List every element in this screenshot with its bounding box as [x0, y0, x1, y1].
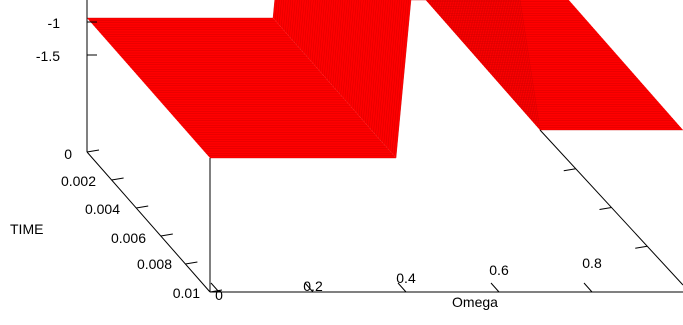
time-tick-label: 0.004	[85, 201, 120, 217]
tick-mark	[304, 282, 314, 293]
surface-mesh-line	[191, 0, 665, 138]
surface-mesh-line	[181, 0, 655, 126]
surface-mesh-line	[140, 0, 614, 79]
surface-mesh-line	[111, 0, 585, 47]
tick-mark	[185, 261, 198, 265]
z-tick-label: -1.5	[36, 48, 60, 64]
surface-mesh-line	[105, 0, 579, 40]
tick-mark	[490, 282, 500, 293]
tick-mark	[160, 233, 173, 237]
surface-mesh-line	[160, 0, 634, 103]
surface-mesh-line	[115, 0, 589, 51]
surface-mesh-line	[154, 0, 628, 96]
tick-mark	[209, 289, 223, 293]
tick-mark	[210, 282, 220, 293]
omega-tick-label: 0.2	[303, 278, 323, 294]
surface-mesh-line	[152, 0, 626, 93]
surface-mesh-line	[205, 0, 679, 154]
surface-mesh-line	[123, 0, 597, 61]
surface-mesh-line	[130, 0, 604, 68]
surface-mesh-line	[109, 0, 583, 44]
tick-mark	[563, 168, 576, 172]
surface-mesh-line	[91, 0, 280, 23]
omega-tick-label: 0.4	[396, 270, 416, 286]
surface-mesh-line	[195, 0, 669, 142]
surface-mesh-line	[175, 0, 649, 119]
tick-mark	[635, 245, 648, 249]
surface-mesh-line	[95, 0, 284, 28]
surface-mesh-line	[117, 0, 591, 54]
surface-mesh-line	[179, 0, 653, 124]
surface-mesh-line	[166, 0, 640, 110]
surface-mesh-line	[156, 0, 630, 98]
z-tick-label: -1	[48, 15, 61, 31]
surface-mesh-line	[189, 0, 663, 135]
surface-mesh-line	[107, 0, 581, 42]
surface-mesh-line	[171, 0, 645, 114]
surface-mesh-line	[146, 0, 620, 86]
surface-mesh-line	[148, 0, 622, 89]
surface-mesh-line	[142, 0, 616, 82]
time-tick-label: 0.01	[173, 285, 200, 301]
surface-mesh-line	[164, 0, 638, 107]
surface-mesh-line	[103, 0, 577, 37]
surface-mesh-line	[173, 0, 647, 117]
tick-mark	[583, 282, 593, 293]
surface-mesh-line	[203, 0, 677, 152]
surface-mesh-line	[101, 0, 575, 35]
surface-mesh-line	[136, 0, 610, 75]
surface-mesh-line	[93, 0, 282, 26]
surface-mesh-line	[125, 0, 599, 63]
omega-tick-label: 0.6	[489, 262, 509, 278]
surface-mesh-line	[210, 0, 683, 159]
surface-mesh-line	[193, 0, 667, 140]
surface-mesh-line	[169, 0, 642, 112]
tick-mark	[397, 282, 407, 293]
tick-mark	[136, 205, 149, 209]
surface-mesh-line	[201, 0, 675, 149]
surface-mesh-line	[150, 0, 624, 91]
surface-mesh-line	[128, 0, 601, 65]
omega-tick-label: 0.8	[582, 255, 602, 271]
surface-mesh-line	[183, 0, 657, 128]
y-axis-label: TIME	[10, 221, 43, 237]
surface-layer	[87, 0, 683, 159]
surface-mesh-line	[132, 0, 606, 70]
surface-mesh-line	[113, 0, 587, 49]
surface-mesh-line	[99, 0, 573, 33]
surface-mesh-line	[187, 0, 661, 133]
surface-mesh-line	[158, 0, 632, 100]
time-tick-label: 0.002	[61, 173, 96, 189]
surface-mesh-line	[121, 0, 595, 58]
tick-marks	[86, 21, 648, 293]
surface-mesh-line	[144, 0, 618, 84]
surface-mesh-line	[185, 0, 659, 131]
time-tick-label: 0.008	[137, 256, 172, 272]
surface-mesh-line	[177, 0, 651, 121]
x-axis-label: Omega	[452, 294, 498, 310]
frame-edge-left-bottom	[86, 151, 211, 293]
surface-mesh-line	[87, 0, 275, 19]
surface-mesh-line	[199, 0, 673, 147]
time-tick-label: 0	[64, 146, 72, 162]
time-tick-label: 0.006	[111, 230, 146, 246]
surface-mesh-line	[134, 0, 608, 72]
surface-mesh-line	[97, 0, 571, 30]
tick-mark	[599, 207, 612, 210]
surface-mesh-line	[89, 0, 278, 21]
tick-mark	[111, 177, 124, 181]
surface-mesh-line	[119, 0, 593, 56]
omega-tick-label: 0	[215, 287, 223, 303]
surface-mesh-line	[138, 0, 612, 77]
tick-mark	[86, 149, 100, 153]
surface-mesh-line	[162, 0, 636, 105]
surface-mesh-line	[207, 0, 681, 156]
surface-mesh-line	[197, 0, 671, 145]
